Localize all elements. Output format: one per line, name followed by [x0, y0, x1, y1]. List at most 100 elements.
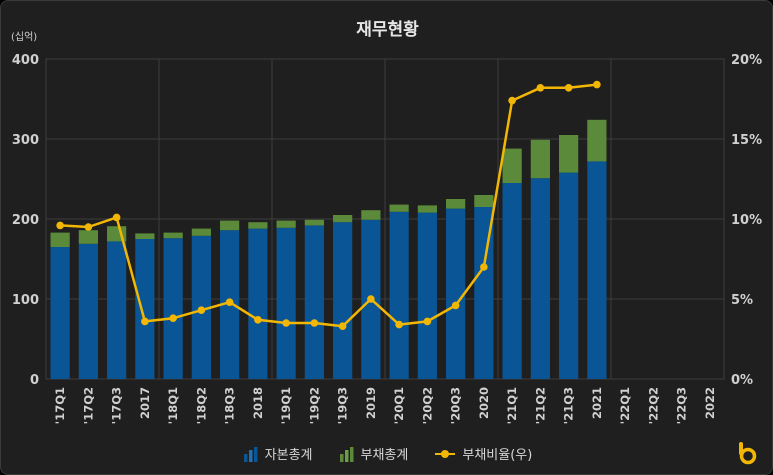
x-tick-label: '20Q1	[392, 387, 406, 424]
bar-liabilities	[530, 139, 550, 179]
x-tick-label: '21Q3	[562, 387, 576, 424]
bar-liabilities	[361, 210, 381, 220]
ratio-point	[367, 295, 375, 303]
bar-liabilities	[587, 119, 607, 162]
legend-label-equity: 자본총계	[264, 448, 313, 463]
ratio-point	[225, 298, 234, 307]
ratio-point	[254, 316, 262, 324]
bar-liabilities	[474, 195, 494, 207]
bar-equity	[474, 207, 494, 379]
bar-equity	[587, 161, 607, 379]
bar-equity	[502, 183, 522, 379]
bar-liabilities	[50, 232, 70, 247]
y-left-tick-label: 200	[12, 213, 39, 228]
y-right-tick-label: 20%	[731, 53, 762, 68]
x-tick-label: 2021	[590, 387, 604, 419]
x-axis: '17Q1 '17Q2 '17Q3 2017 '18Q1 '18Q2 '18Q3 2018 '1…	[53, 387, 717, 424]
y-axis-right: 0% 5% 10% 15% 20%	[731, 53, 762, 388]
x-tick-label: '17Q3	[110, 387, 124, 424]
bar-liabilities	[389, 204, 409, 212]
ratio-point	[169, 314, 177, 323]
bar-liabilities	[276, 220, 296, 228]
ratio-point	[56, 221, 64, 230]
y-left-tick-label: 300	[12, 133, 39, 148]
x-tick-label: '22Q1	[618, 387, 632, 424]
bar-equity	[559, 172, 579, 379]
ratio-point	[84, 223, 93, 231]
bar-equity	[530, 178, 550, 379]
green-bar-icon	[339, 446, 354, 462]
bar-equity	[78, 243, 98, 379]
ratio-point	[112, 213, 121, 222]
line-dot-icon	[435, 449, 456, 458]
y-right-tick-label: 15%	[731, 133, 762, 148]
x-tick-label: 2019	[364, 387, 378, 419]
bar-equity	[304, 225, 324, 379]
y-right-tick-label: 0%	[731, 373, 753, 388]
chart-title: 재무현황	[356, 20, 419, 40]
ratio-line-path	[60, 83, 598, 328]
ratio-point	[423, 317, 432, 326]
ratio-point	[310, 319, 319, 327]
legend-item-ratio[interactable]: 부채비율(우)	[434, 444, 532, 463]
x-tick-label: 2017	[138, 387, 152, 419]
x-tick-label: '20Q3	[449, 387, 463, 424]
x-tick-label: '17Q2	[81, 387, 95, 424]
y-axis-left: 0 100 200 300 400	[12, 53, 39, 388]
legend-item-equity[interactable]: 자본총계	[243, 444, 313, 463]
legend-item-liabilities[interactable]: 부채총계	[339, 444, 409, 463]
x-tick-label: '19Q2	[307, 387, 321, 424]
bar-liabilities	[78, 230, 98, 244]
legend-label-liabilities: 부채총계	[360, 448, 409, 463]
ratio-point	[282, 319, 290, 327]
ratio-point	[480, 263, 488, 271]
x-tick-label: 2020	[477, 387, 491, 419]
legend: 자본총계 부채총계 부채비율(우)	[1, 444, 772, 463]
bar-liabilities	[135, 233, 155, 239]
ratio-point	[141, 317, 149, 326]
bar-liabilities	[248, 222, 268, 229]
x-tick-label: '22Q3	[675, 387, 689, 424]
blue-bar-icon	[243, 446, 258, 462]
x-tick-label: '18Q1	[166, 387, 180, 424]
bar-liabilities	[191, 228, 211, 236]
ratio-point	[395, 320, 403, 329]
x-tick-label: '22Q2	[646, 387, 660, 424]
x-tick-label: '21Q2	[533, 387, 547, 424]
x-tick-label: '18Q2	[194, 387, 208, 424]
x-tick-label: '18Q3	[223, 387, 237, 424]
y-left-tick-label: 0	[30, 373, 39, 388]
legend-label-ratio: 부채비율(우)	[462, 448, 533, 463]
bar-liabilities	[304, 219, 324, 226]
bar-equity	[107, 241, 127, 379]
y-right-tick-label: 5%	[731, 293, 753, 308]
bar-equity	[135, 239, 155, 379]
bar-equity	[248, 228, 268, 379]
bar-equity	[50, 247, 70, 379]
ratio-line	[56, 80, 601, 331]
x-tick-label: 2018	[251, 387, 265, 419]
bar-liabilities	[163, 232, 183, 239]
x-tick-label: '19Q3	[336, 387, 350, 424]
bar-equity	[446, 208, 466, 379]
ratio-point	[508, 96, 516, 105]
x-tick-label: '21Q1	[505, 387, 519, 424]
grid-lines	[45, 58, 725, 380]
bar-liabilities	[559, 135, 579, 173]
brand-logo-icon	[739, 442, 757, 465]
x-tick-label: '19Q1	[279, 387, 293, 424]
x-tick-label: '20Q2	[420, 387, 434, 424]
bar-equity	[276, 227, 296, 379]
x-tick-label: '17Q1	[53, 387, 67, 424]
ratio-point	[197, 306, 206, 315]
bar-liabilities	[502, 148, 522, 183]
unit-label: (십억)	[11, 32, 38, 43]
ratio-point	[536, 84, 545, 92]
y-left-tick-label: 100	[12, 293, 39, 308]
bar-liabilities	[220, 220, 240, 231]
bar-liabilities	[333, 215, 353, 223]
y-right-tick-label: 10%	[731, 213, 762, 228]
ratio-point	[593, 80, 601, 89]
bar-equity	[333, 222, 353, 379]
